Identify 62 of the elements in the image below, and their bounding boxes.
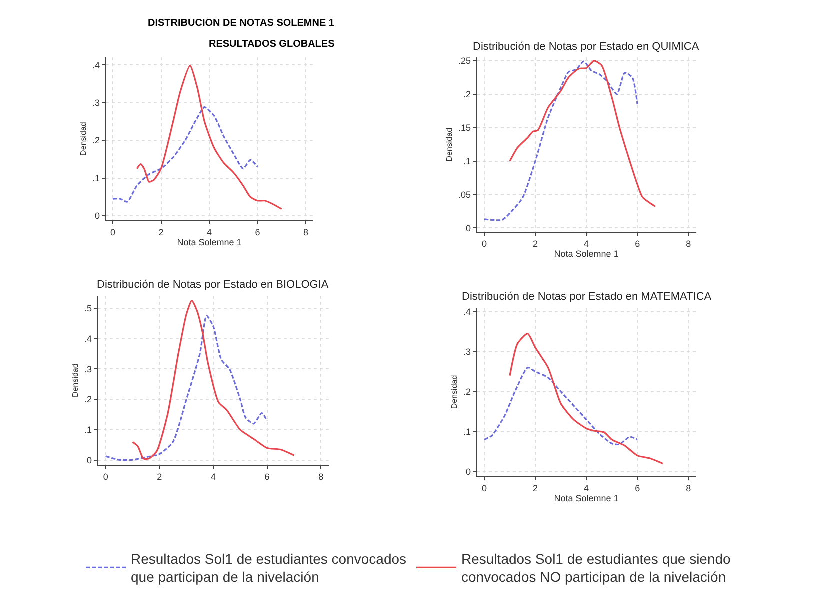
x-tick-label: 6 bbox=[264, 472, 270, 482]
line-series bbox=[132, 300, 296, 460]
line-series bbox=[136, 65, 283, 210]
chart-title: DISTRIBUCION DE NOTAS SOLEMNE 1 bbox=[148, 18, 335, 29]
line-series bbox=[484, 367, 638, 446]
x-tick-label: 2 bbox=[158, 227, 164, 238]
y-tick-label: .1 bbox=[92, 173, 100, 184]
chart-subtitle: RESULTADOS GLOBALES bbox=[209, 39, 336, 50]
y-tick-label: .2 bbox=[464, 386, 472, 397]
chart-title: Distribución de Notas por Estado en BIOLOGIA bbox=[97, 279, 330, 291]
x-tick-label: 0 bbox=[103, 472, 108, 482]
y-tick-label: .2 bbox=[92, 136, 100, 146]
x-tick-label: 2 bbox=[533, 483, 538, 494]
line-series bbox=[484, 60, 638, 222]
x-tick-label: 6 bbox=[635, 483, 640, 494]
y-tick-label: 0 bbox=[94, 211, 100, 222]
x-tick-label: 8 bbox=[686, 238, 692, 249]
x-tick-label: 4 bbox=[206, 227, 212, 238]
line-series bbox=[112, 106, 259, 203]
x-tick-label: 4 bbox=[210, 472, 216, 482]
y-axis-title: Densidad bbox=[445, 128, 454, 162]
y-tick-label: .3 bbox=[92, 98, 100, 108]
y-tick-label: .1 bbox=[84, 425, 92, 436]
x-tick-label: 6 bbox=[255, 227, 260, 238]
x-tick-label: 8 bbox=[303, 227, 309, 238]
x-axis-title: Nota Solemne 1 bbox=[177, 237, 242, 248]
y-tick-label: .15 bbox=[458, 122, 472, 133]
y-tick-label: .4 bbox=[92, 60, 100, 70]
x-tick-label: 8 bbox=[318, 472, 324, 482]
y-tick-label: .05 bbox=[458, 190, 472, 200]
y-tick-label: 0 bbox=[86, 456, 92, 466]
chart-title: Distribución de Notas por Estado en MATEMATICA bbox=[462, 291, 712, 303]
legend-label: Resultados Sol1 de estudiantes que siendo convocados NO participan de la nivelación bbox=[462, 551, 732, 586]
y-tick-label: .3 bbox=[84, 364, 92, 374]
y-tick-label: .4 bbox=[464, 306, 472, 317]
y-axis-title: Densidad bbox=[450, 375, 460, 410]
x-tick-label: 8 bbox=[686, 483, 692, 494]
x-tick-label: 6 bbox=[635, 238, 640, 249]
x-axis-title: Nota Solemne 1 bbox=[554, 248, 619, 259]
x-tick-label: 0 bbox=[482, 483, 487, 494]
x-tick-label: 2 bbox=[533, 238, 538, 249]
x-tick-label: 0 bbox=[110, 227, 116, 238]
y-tick-label: .25 bbox=[458, 56, 472, 66]
y-axis-title: Densidad bbox=[79, 122, 88, 156]
x-tick-label: 2 bbox=[157, 472, 162, 482]
y-axis-title: Densidad bbox=[71, 364, 80, 398]
chart-title: Distribución de Notas por Estado en QUIMICA bbox=[473, 41, 700, 53]
x-tick-label: 4 bbox=[584, 483, 590, 494]
legend-label: Resultados Sol1 de estudiantes convocados que participan de la nivelación bbox=[131, 551, 407, 586]
x-tick-label: 4 bbox=[584, 238, 590, 249]
y-tick-label: .3 bbox=[464, 346, 472, 357]
y-tick-label: .4 bbox=[84, 334, 92, 344]
y-tick-label: .1 bbox=[464, 156, 472, 166]
line-series bbox=[105, 315, 268, 462]
line-series bbox=[509, 333, 664, 465]
y-tick-label: .1 bbox=[464, 426, 472, 437]
y-tick-label: .2 bbox=[84, 394, 92, 405]
y-tick-label: .2 bbox=[464, 90, 472, 100]
y-tick-label: .5 bbox=[84, 303, 92, 314]
x-tick-label: 0 bbox=[482, 238, 487, 249]
x-axis-title: Nota Solemne 1 bbox=[554, 493, 619, 504]
line-series bbox=[509, 60, 656, 208]
